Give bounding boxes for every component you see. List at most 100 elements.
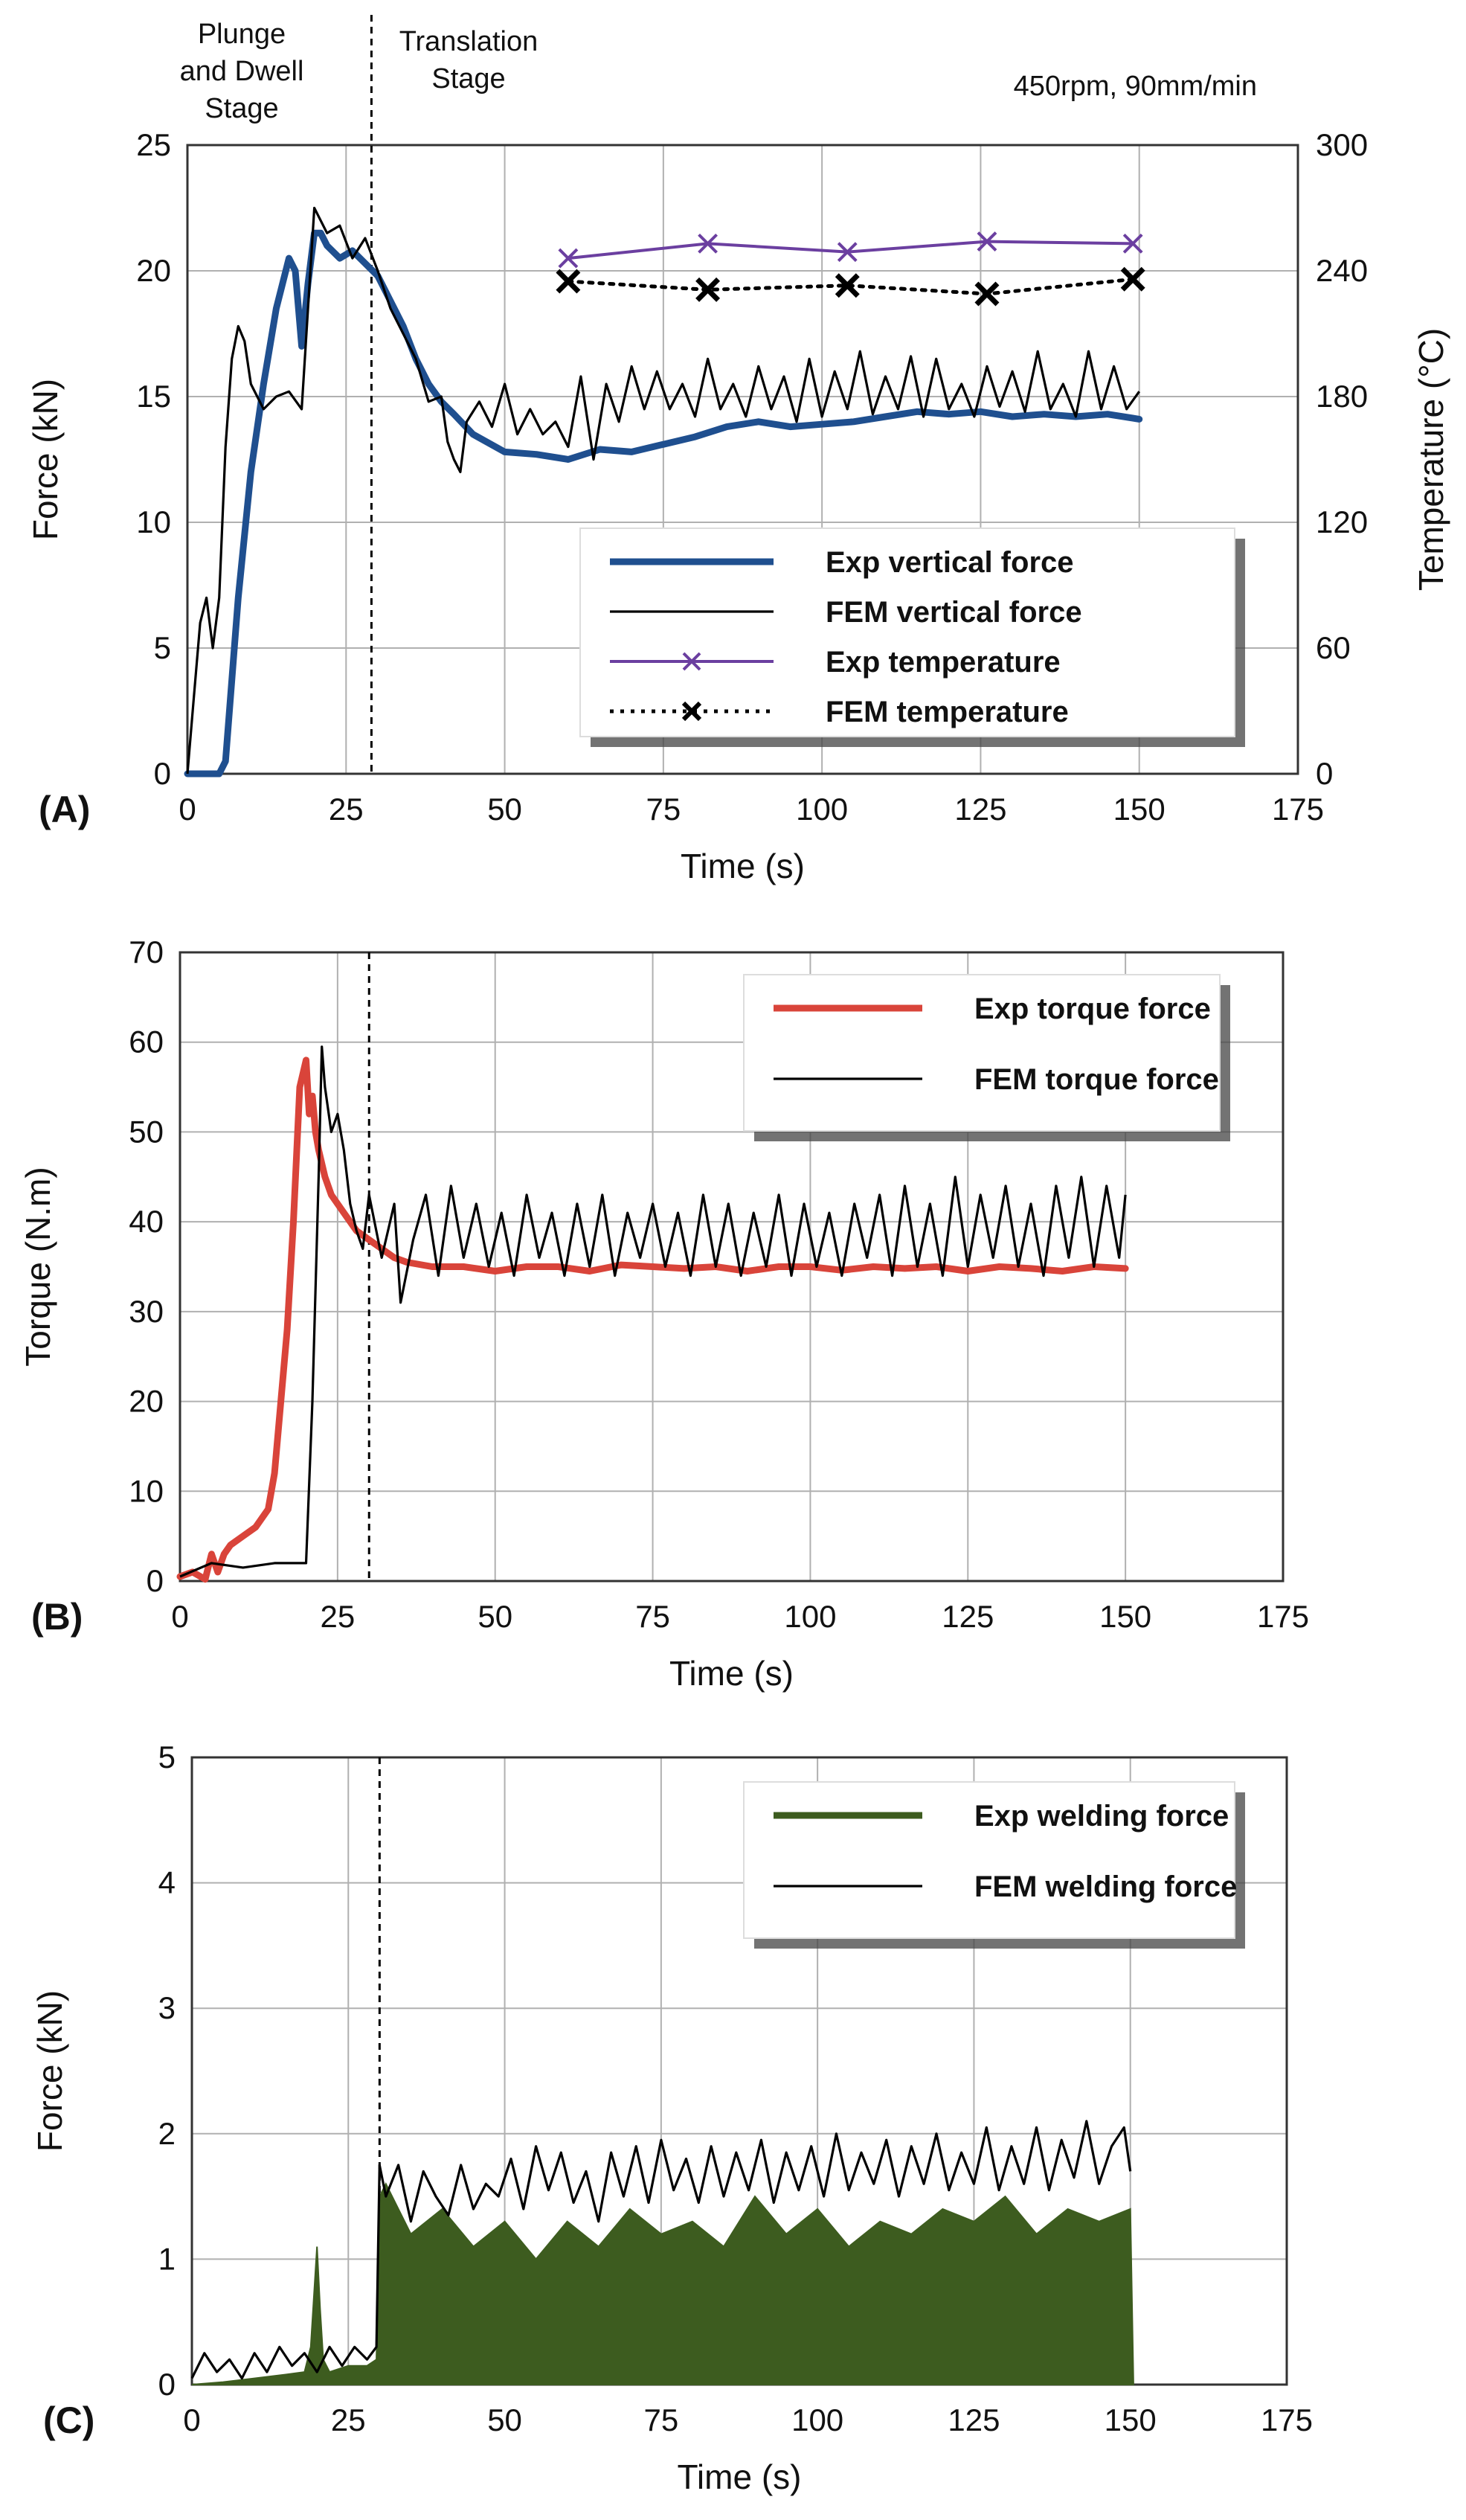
- x-axis-title: Time (s): [681, 847, 805, 885]
- y-tick-label: 5: [158, 1740, 176, 1774]
- legend-label: FEM welding force: [974, 1870, 1237, 1903]
- x-tick-label: 175: [1272, 792, 1324, 827]
- x-tick-label: 100: [784, 1599, 836, 1634]
- legend: Exp vertical force FEM vertical force Exp …: [579, 528, 1245, 747]
- y2-axis-title: Temperature (°C): [1412, 328, 1450, 591]
- data-point-marker: [1122, 233, 1143, 254]
- series-fem-welding-force: [190, 2120, 1132, 2380]
- data-point-marker: [977, 231, 997, 251]
- stage1-line2: and Dwell: [180, 56, 304, 87]
- legend: Exp welding force FEM welding force: [743, 1781, 1245, 1949]
- x-tick-label: 175: [1261, 2402, 1313, 2437]
- params-label: 450rpm, 90mm/min: [1014, 71, 1257, 102]
- x-tick-label: 175: [1257, 1599, 1309, 1634]
- y-tick-label: 25: [136, 127, 171, 162]
- x-tick-label: 0: [183, 2402, 200, 2437]
- x-tick-label: 125: [942, 1599, 994, 1634]
- y-tick-label: 10: [129, 1473, 164, 1508]
- series-exp-welding-force: [191, 2181, 1134, 2385]
- data-point-marker: [974, 281, 1000, 307]
- y-axis-title: Force (kN): [30, 1990, 69, 2152]
- x-tick-label: 75: [635, 1599, 670, 1634]
- series-exp-vertical-force: [184, 229, 1143, 778]
- y-tick-label: 10: [136, 504, 171, 539]
- x-axis-title: Time (s): [678, 2458, 802, 2496]
- y-axis-title: Torque (N.m): [19, 1167, 57, 1366]
- panel-a: 0 25 50 75 100 125 150 175051015202506012018024…: [26, 15, 1450, 885]
- x-tick-label: 50: [487, 2402, 522, 2437]
- x-tick-label: 25: [320, 1599, 355, 1634]
- series-fem-torque-force: [179, 1045, 1127, 1578]
- x-tick-label: 100: [791, 2402, 843, 2437]
- panel-label: (C): [43, 2399, 94, 2441]
- x-tick-label: 75: [643, 2402, 678, 2437]
- panel-b: 0 25 50 75 100 125 150 175 0 10 20 30 40 50 60 70 Time (…: [19, 934, 1309, 1693]
- x-tick-label: 150: [1113, 792, 1166, 827]
- legend-label: FEM vertical force: [826, 596, 1082, 629]
- y-tick-label: 60: [129, 1025, 164, 1059]
- x-tick-label: 50: [487, 792, 522, 827]
- y-tick-label: 20: [136, 253, 171, 288]
- data-point-marker: [835, 273, 860, 298]
- legend-label: Exp vertical force: [826, 546, 1074, 579]
- y-tick-label: 4: [158, 1865, 176, 1900]
- data-point-marker: [558, 248, 579, 269]
- x-tick-label: 125: [948, 2402, 1000, 2437]
- plot-frame: [186, 144, 1299, 775]
- x-tick-label: 150: [1105, 2402, 1157, 2437]
- y2-tick-label: 0: [1316, 756, 1333, 791]
- x-tick-label: 25: [331, 2402, 366, 2437]
- data-point-marker: [837, 242, 858, 263]
- x-tick-label: 25: [329, 792, 364, 827]
- plot-frame: [179, 951, 1285, 1583]
- y-tick-label: 2: [158, 2116, 176, 2151]
- legend-box: [743, 974, 1221, 1132]
- data-point-marker: [695, 277, 721, 302]
- y-tick-label: 20: [129, 1384, 164, 1419]
- stage1-line1: Plunge: [198, 19, 286, 50]
- series-fem-vertical-force: [186, 206, 1141, 775]
- x-tick-label: 50: [478, 1599, 512, 1634]
- stage1-line3: Stage: [205, 93, 278, 124]
- y-tick-label: 3: [158, 1990, 176, 2025]
- data-point-marker: [698, 233, 718, 254]
- legend-label: Exp torque force: [974, 993, 1211, 1025]
- y2-tick-label: 180: [1316, 379, 1368, 414]
- y-tick-label: 1: [158, 2241, 176, 2276]
- legend-marker: [681, 701, 702, 722]
- legend-label: FEM temperature: [826, 696, 1069, 728]
- y-tick-label: 40: [129, 1204, 164, 1239]
- series-exp-torque-force: [176, 1057, 1129, 1583]
- legend-box: [743, 1781, 1235, 1939]
- y2-tick-label: 60: [1316, 630, 1351, 665]
- y-tick-label: 5: [154, 630, 171, 665]
- stage2-line2: Stage: [431, 63, 505, 94]
- legend-label: Exp temperature: [826, 646, 1061, 679]
- panel-label: (B): [31, 1596, 83, 1638]
- x-tick-label: 75: [646, 792, 681, 827]
- y-tick-label: 70: [129, 934, 164, 969]
- y-tick-label: 30: [129, 1294, 164, 1329]
- x-tick-label: 150: [1099, 1599, 1151, 1634]
- y-tick-label: 0: [158, 2367, 176, 2402]
- x-tick-label: 125: [954, 792, 1006, 827]
- panel-c: 0 25 50 75 100 125 150 175 0 1 2 3 4 5 Time (s) Force (…: [30, 1740, 1313, 2496]
- y-tick-label: 0: [154, 756, 171, 791]
- legend-marker: [682, 652, 701, 671]
- y-tick-label: 15: [136, 379, 171, 414]
- legend: Exp torque force FEM torque force: [743, 974, 1230, 1141]
- y2-tick-label: 240: [1316, 253, 1368, 288]
- panel-label: (A): [39, 789, 90, 830]
- data-point-marker: [556, 269, 581, 294]
- y2-tick-label: 120: [1316, 504, 1368, 539]
- x-tick-label: 0: [171, 1599, 188, 1634]
- x-tick-label: 0: [179, 792, 196, 827]
- legend-label: Exp welding force: [974, 1800, 1229, 1833]
- y2-tick-label: 300: [1316, 127, 1368, 162]
- y-tick-label: 0: [147, 1563, 164, 1598]
- legend-label: FEM torque force: [974, 1063, 1219, 1096]
- data-point-marker: [1120, 266, 1145, 292]
- x-tick-label: 100: [796, 792, 848, 827]
